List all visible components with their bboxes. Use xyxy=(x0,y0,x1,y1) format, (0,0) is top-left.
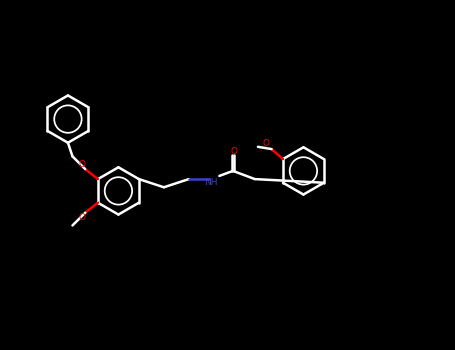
Text: NH: NH xyxy=(204,178,218,187)
Text: O: O xyxy=(79,213,86,222)
Text: O: O xyxy=(262,139,269,148)
Text: O: O xyxy=(230,147,238,156)
Text: O: O xyxy=(79,160,86,169)
